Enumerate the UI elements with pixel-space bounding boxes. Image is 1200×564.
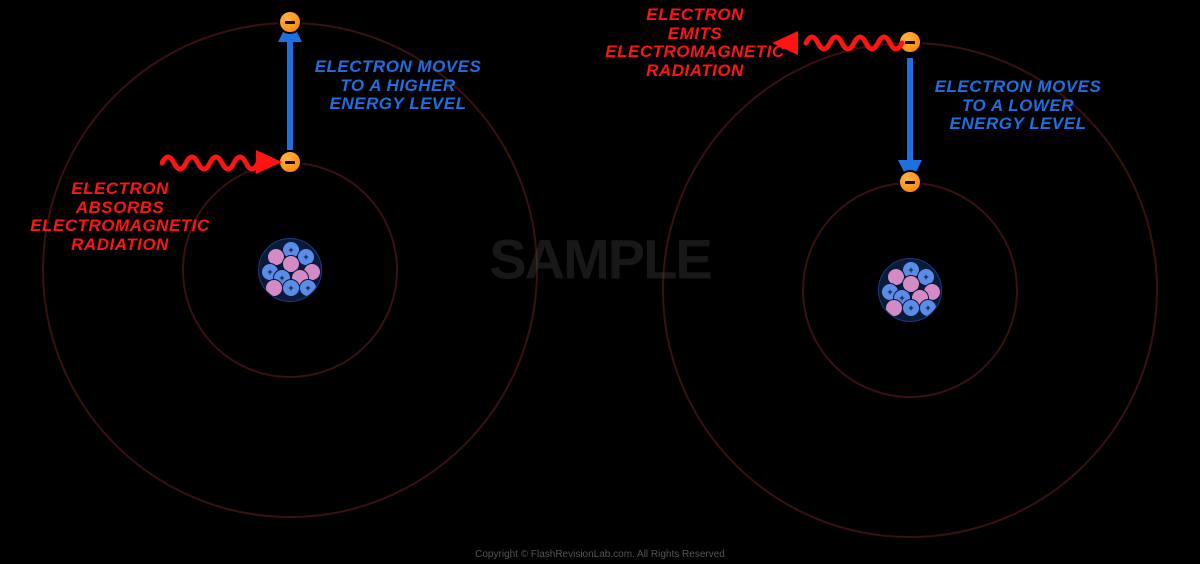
copyright-text: Copyright © FlashRevisionLab.com. All Ri… (475, 549, 725, 560)
emission-label-text: Electronemitselectromagneticradiation (605, 5, 784, 80)
absorption-label: Electronabsorbselectromagneticradiation (20, 180, 220, 255)
emission-diagram: ++++++ Electronemitselectromagneticradia… (630, 20, 1190, 560)
transition-arrow-up (287, 36, 293, 150)
absorption-label-text: Electronabsorbselectromagneticradiation (30, 179, 209, 254)
electron-outer (278, 10, 302, 34)
proton-icon: + (919, 299, 937, 317)
photon-arrowhead-right-icon (256, 150, 282, 174)
electron-inner (898, 170, 922, 194)
proton-icon: + (299, 279, 317, 297)
neutron-icon (885, 299, 903, 317)
lower-level-label-text: Electron movesto a lowerenergy level (935, 77, 1102, 133)
photon-wave-out (796, 28, 906, 58)
higher-level-label: Electron movesto a higherenergy level (308, 58, 488, 114)
proton-icon: + (902, 299, 920, 317)
higher-level-label-text: Electron movesto a higherenergy level (315, 57, 482, 113)
nucleus: ++++++ (258, 238, 322, 302)
absorption-diagram: ++++++ Electronabsorbselectromagneticrad… (10, 0, 570, 540)
neutron-icon (265, 279, 283, 297)
transition-arrow-down (907, 58, 913, 168)
proton-icon: + (282, 279, 300, 297)
nucleus: ++++++ (878, 258, 942, 322)
lower-level-label: Electron movesto a lowerenergy level (928, 78, 1108, 134)
emission-label: Electronemitselectromagneticradiation (590, 6, 800, 81)
